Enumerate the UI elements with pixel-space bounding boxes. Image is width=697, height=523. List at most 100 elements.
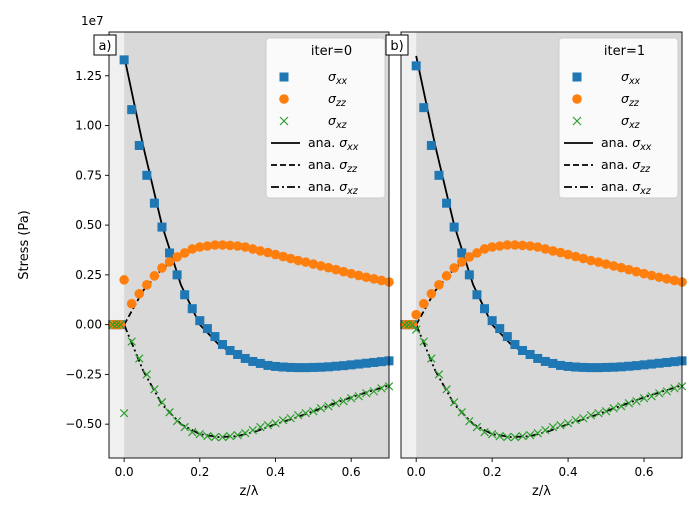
marker-sigma-xx	[616, 362, 626, 372]
marker-sigma-xx	[563, 361, 573, 371]
legend-label: σzz	[328, 91, 347, 109]
legend-box	[265, 37, 386, 199]
marker-sigma-xx	[316, 362, 326, 372]
marker-sigma-xx	[449, 222, 459, 232]
marker-sigma-xx	[510, 340, 520, 350]
marker-sigma-xx	[263, 360, 273, 370]
marker-sigma-zz	[225, 240, 235, 251]
x-tick-label: 0.0	[115, 465, 134, 479]
marker-sigma-xz	[404, 320, 413, 329]
marker-sigma-zz	[285, 253, 296, 264]
marker-sigma-zz	[376, 275, 387, 286]
legend-label-symbol: σ	[339, 135, 348, 150]
marker-sigma-xz	[256, 422, 265, 432]
marker-sigma-xz	[108, 320, 118, 329]
marker-sigma-xz	[495, 431, 504, 441]
marker-sigma-xx	[323, 362, 333, 372]
marker-sigma-xx	[571, 362, 581, 372]
marker-sigma-xz	[135, 354, 144, 363]
markers	[107, 55, 394, 442]
marker-sigma-xx	[593, 363, 603, 373]
marker-sigma-xz	[624, 399, 634, 408]
legend-item: ana. σxx	[564, 135, 652, 153]
marker-sigma-zz	[240, 242, 251, 252]
marker-sigma-zz	[126, 298, 137, 309]
marker-sigma-xz	[518, 431, 527, 441]
marker-sigma-xz	[165, 407, 174, 417]
marker-sigma-zz	[316, 261, 326, 271]
marker-sigma-zz	[187, 244, 198, 254]
marker-sigma-xz	[571, 415, 580, 425]
marker-sigma-zz	[331, 264, 341, 275]
marker-sigma-xz	[142, 370, 152, 379]
marker-sigma-zz	[263, 247, 273, 258]
marker-sigma-zz	[142, 280, 152, 290]
marker-sigma-zz	[202, 241, 213, 251]
marker-sigma-xz	[647, 392, 656, 401]
marker-sigma-xx	[555, 360, 565, 370]
legend-item: σxx	[572, 69, 641, 87]
marker-sigma-xz	[449, 398, 459, 407]
y-tick-label: 0.25	[75, 268, 102, 282]
marker-sigma-zz	[601, 259, 611, 269]
marker-sigma-zz	[434, 280, 444, 290]
legend-item: ana. σxz	[271, 179, 359, 197]
marker-sigma-zz	[346, 268, 356, 279]
legend-label-symbol: σ	[339, 157, 348, 172]
legend-handle-x	[572, 116, 582, 126]
marker-sigma-zz	[586, 255, 596, 266]
marker-sigma-zz	[217, 240, 228, 250]
legend-label: σxx	[328, 69, 348, 87]
marker-sigma-xx	[442, 198, 452, 208]
marker-sigma-xx	[248, 356, 258, 366]
marker-sigma-xx	[134, 140, 144, 150]
marker-sigma-xz	[210, 432, 220, 442]
panel-tag-box	[93, 34, 117, 56]
marker-sigma-xx	[586, 363, 596, 373]
y-axis-exponent: 1e7	[81, 14, 104, 28]
x-axis-label: z/λ	[532, 484, 551, 499]
x-tick-label: 0.0	[407, 465, 426, 479]
legend-item: σzz	[279, 91, 347, 109]
marker-sigma-xx	[331, 361, 341, 371]
marker-sigma-zz	[624, 264, 634, 275]
legend-label: ana. σxx	[308, 135, 359, 153]
marker-sigma-zz	[464, 252, 475, 262]
marker-sigma-xz	[309, 406, 318, 416]
marker-sigma-zz	[494, 241, 505, 251]
legend-handle-circle	[279, 94, 289, 104]
marker-sigma-xx	[669, 357, 679, 367]
marker-sigma-xx	[419, 103, 429, 113]
marker-sigma-xz	[119, 408, 129, 418]
marker-sigma-xz	[654, 389, 664, 398]
marker-sigma-xx	[354, 359, 364, 369]
legend-title: iter=1	[604, 44, 645, 59]
marker-sigma-xx	[434, 170, 444, 180]
marker-sigma-xx	[149, 198, 159, 208]
marker-sigma-xx	[631, 361, 641, 371]
panel-tag: b)	[390, 39, 403, 54]
legend-label-subscript: xx	[628, 76, 641, 87]
marker-sigma-zz	[270, 249, 281, 260]
legend-label-symbol: σ	[621, 69, 630, 84]
marker-sigma-xx	[195, 316, 205, 326]
legend-label: ana. σxz	[601, 179, 652, 197]
legend-label-subscript: xx	[639, 142, 652, 153]
marker-sigma-xz	[457, 407, 466, 417]
legend-label: σxz	[621, 113, 641, 131]
y-tick-label: 1.25	[75, 69, 102, 83]
marker-sigma-xz	[411, 325, 421, 334]
legend-label: ana. σzz	[308, 157, 358, 175]
legend-item: ana. σxz	[564, 179, 652, 197]
legend-label-subscript: zz	[335, 98, 347, 109]
marker-sigma-xx	[426, 140, 436, 150]
marker-sigma-xz	[510, 432, 520, 442]
marker-sigma-xx	[225, 346, 235, 356]
marker-sigma-xx	[639, 360, 649, 370]
marker-sigma-xz	[324, 402, 333, 411]
marker-sigma-xx	[647, 359, 657, 369]
marker-sigma-xx	[487, 316, 497, 326]
panel-a: 0.0 0.2 0.4 0.6 z/λ −0.50 −0.25 0.00 0.25 0.50 0.7…	[17, 14, 394, 499]
marker-sigma-xz	[218, 432, 227, 442]
